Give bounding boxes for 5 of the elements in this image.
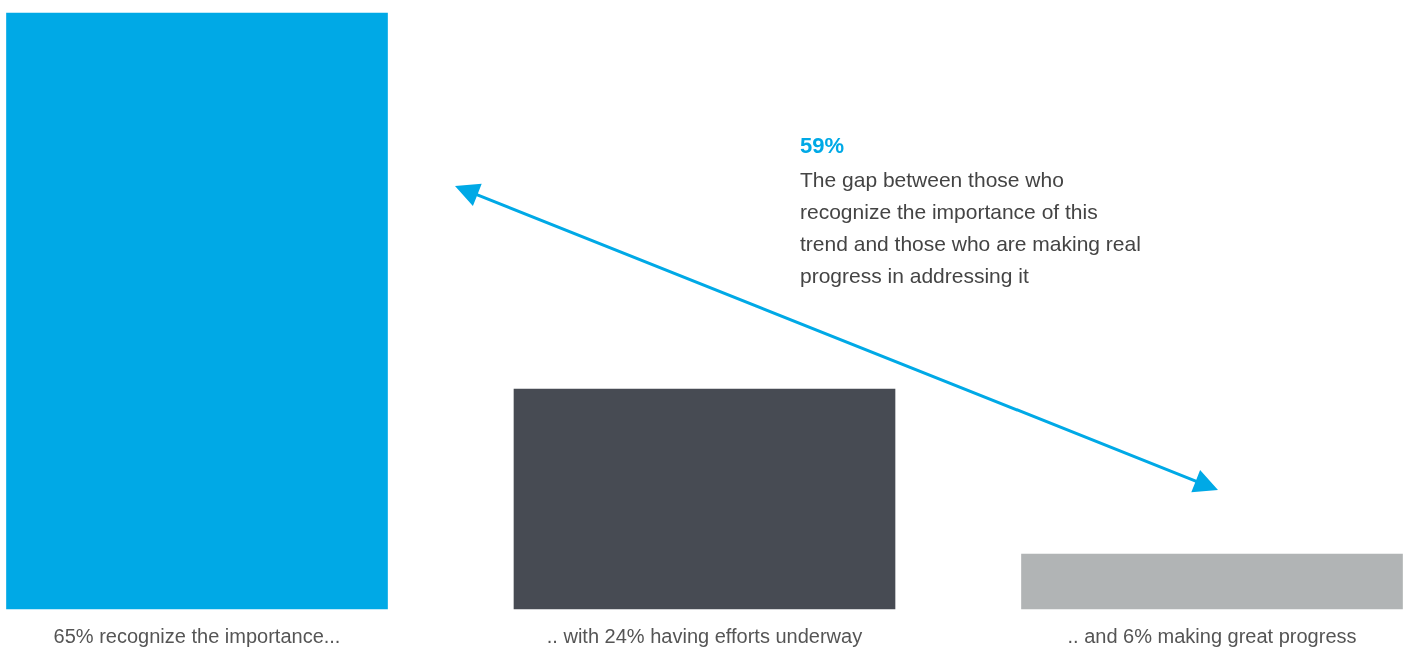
x-tick-label: .. with 24% having efforts underway (546, 624, 863, 647)
x-tick-label: .. and 6% making great progress (1067, 624, 1357, 647)
annotation: 59% (800, 133, 845, 159)
annotation: The gap between those who recognize the importance of this trend and those who are making real progress in addressing it (800, 167, 1142, 289)
x-tick-label: 65% recognize the importance... (53, 624, 341, 647)
